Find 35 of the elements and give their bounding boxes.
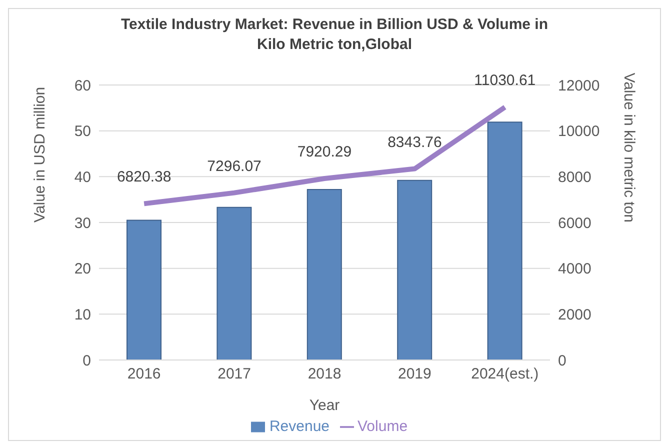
bar xyxy=(216,206,252,360)
data-label: 6820.38 xyxy=(116,168,172,186)
y-tick-label: 30 xyxy=(74,214,91,232)
y-tick-label: 60 xyxy=(74,77,91,94)
x-tick-label: 2018 xyxy=(308,366,342,383)
chart-title: Textile Industry Market: Revenue in Billion USD & Volume in Kilo Metric ton,Global xyxy=(120,15,550,55)
y2-tick-label: 0 xyxy=(558,352,566,370)
data-label: 7920.29 xyxy=(297,143,352,160)
bar xyxy=(126,220,162,360)
x-tick-label: 2016 xyxy=(127,366,161,383)
y-tick-label: 20 xyxy=(74,260,91,278)
y-tick-label: 0 xyxy=(82,352,91,370)
x-axis-title: Year xyxy=(309,397,340,414)
y2-tick-label: 12000 xyxy=(558,77,600,94)
legend-label: Revenue xyxy=(269,418,330,435)
bar xyxy=(397,180,432,360)
data-label: 11030.61 xyxy=(474,72,536,90)
y-tick-label: 10 xyxy=(74,306,91,324)
x-tick-label: 2017 xyxy=(218,366,251,383)
y-tick-label: 50 xyxy=(74,123,91,140)
y2-tick-label: 4000 xyxy=(558,260,592,278)
y2-axis-title: Value in kilo metric ton xyxy=(620,72,638,222)
legend-label: Volume xyxy=(358,418,408,435)
x-tick-label: 2024(est.) xyxy=(471,366,539,383)
y2-tick-label: 8000 xyxy=(558,168,592,186)
y2-tick-label: 2000 xyxy=(558,306,592,324)
y2-tick-label: 6000 xyxy=(558,214,592,232)
y2-tick-label: 10000 xyxy=(558,123,600,140)
bar xyxy=(487,122,522,360)
data-label: 7296.07 xyxy=(207,158,262,175)
x-tick-label: 2019 xyxy=(398,366,432,383)
y-tick-label: 40 xyxy=(74,168,91,186)
data-label: 8343.76 xyxy=(388,134,442,151)
y-axis-title: Value in USD million xyxy=(31,86,48,222)
bar xyxy=(306,189,342,360)
